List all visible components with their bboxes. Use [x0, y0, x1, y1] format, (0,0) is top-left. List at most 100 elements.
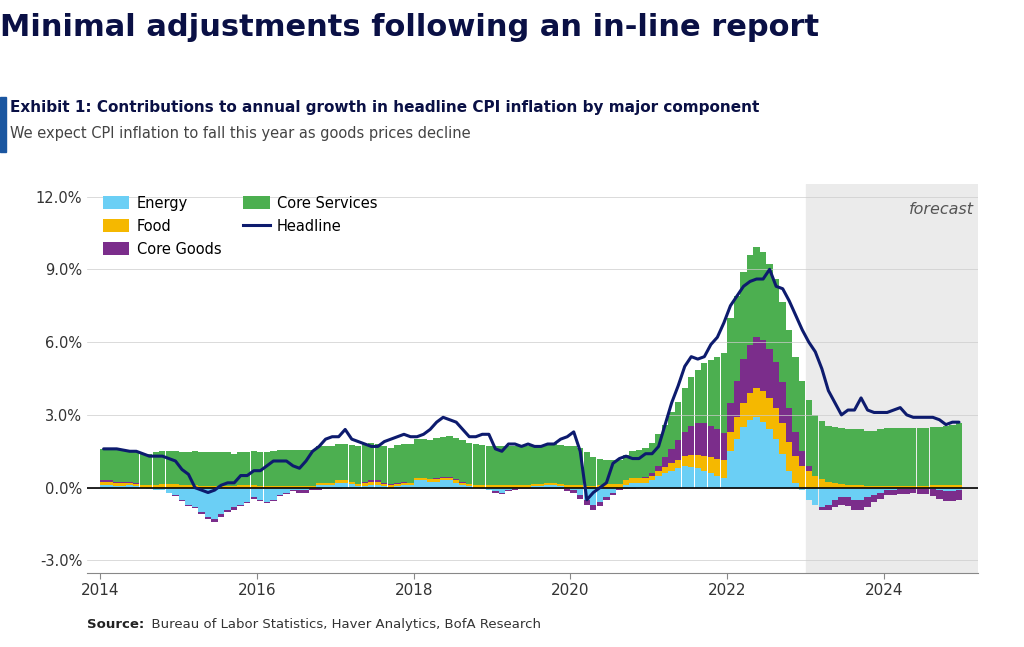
Bar	[414, 439, 420, 478]
Bar	[733, 381, 740, 417]
Bar	[388, 485, 394, 488]
Bar	[323, 485, 329, 488]
Bar	[284, 450, 290, 487]
Bar	[812, 488, 818, 505]
Bar	[211, 488, 218, 519]
Bar	[746, 393, 753, 420]
Bar	[179, 485, 185, 488]
Bar	[453, 438, 460, 479]
Bar	[493, 491, 499, 492]
Bar	[153, 485, 159, 488]
Bar	[427, 479, 433, 481]
Bar	[623, 485, 629, 488]
Bar	[590, 457, 596, 487]
Bar	[629, 478, 636, 483]
Bar	[701, 423, 708, 456]
Bar	[244, 502, 250, 503]
Bar	[884, 488, 890, 490]
Bar	[381, 446, 387, 483]
Bar	[721, 478, 727, 488]
Bar	[936, 485, 942, 488]
Bar	[199, 512, 205, 514]
Bar	[166, 484, 172, 488]
Bar	[276, 487, 283, 488]
Bar	[315, 485, 323, 488]
Bar	[551, 488, 557, 489]
Bar	[636, 483, 642, 488]
Bar	[323, 483, 329, 485]
Bar	[375, 444, 381, 480]
Bar	[375, 485, 381, 488]
Bar	[100, 480, 106, 481]
Bar	[238, 488, 244, 505]
Bar	[394, 445, 400, 483]
Bar	[276, 495, 283, 496]
Bar	[779, 423, 785, 454]
Bar	[623, 480, 629, 485]
Bar	[106, 481, 114, 485]
Bar	[329, 488, 335, 489]
Bar	[394, 487, 400, 488]
Bar	[897, 488, 903, 489]
Bar	[825, 505, 831, 510]
Bar	[218, 514, 224, 517]
Bar	[453, 480, 460, 483]
Bar	[329, 485, 335, 488]
Bar	[675, 402, 681, 441]
Bar	[825, 481, 831, 488]
Bar	[655, 476, 662, 488]
Bar	[433, 479, 439, 481]
Bar	[597, 459, 603, 485]
Bar	[493, 488, 499, 491]
Bar	[205, 487, 211, 488]
Bar	[584, 488, 590, 499]
Bar	[806, 488, 812, 499]
Bar	[146, 485, 153, 488]
Bar	[577, 495, 584, 499]
Bar	[191, 452, 199, 485]
Bar	[727, 402, 733, 432]
Bar	[545, 485, 551, 488]
Bar	[394, 483, 400, 484]
Bar	[629, 488, 636, 489]
Bar	[231, 454, 238, 487]
Bar	[878, 488, 884, 492]
Text: Source:: Source:	[87, 618, 144, 631]
Bar	[191, 485, 199, 488]
Bar	[570, 490, 577, 492]
Bar	[949, 485, 955, 488]
Bar	[910, 488, 916, 492]
Bar	[584, 499, 590, 505]
Bar	[199, 452, 205, 487]
Bar	[773, 439, 779, 488]
Bar	[897, 489, 903, 494]
Bar	[754, 388, 760, 417]
Bar	[694, 455, 700, 468]
Bar	[551, 444, 557, 483]
Bar	[649, 473, 655, 476]
Bar	[257, 487, 263, 488]
Bar	[616, 460, 623, 484]
Bar	[786, 330, 793, 408]
Bar	[636, 450, 642, 478]
Bar	[831, 488, 838, 499]
Bar	[251, 485, 257, 488]
Text: Bureau of Labor Statistics, Haver Analytics, BofA Research: Bureau of Labor Statistics, Haver Analyt…	[143, 618, 542, 631]
Bar	[858, 430, 864, 485]
Bar	[551, 485, 557, 488]
Bar	[284, 488, 290, 492]
Bar	[531, 487, 538, 488]
Bar	[839, 484, 845, 488]
Bar	[903, 487, 910, 488]
Bar	[531, 488, 538, 489]
Bar	[120, 483, 126, 487]
Bar	[642, 448, 649, 477]
Bar	[381, 483, 387, 484]
Bar	[806, 184, 978, 573]
Bar	[669, 471, 675, 488]
Bar	[505, 488, 512, 490]
Bar	[336, 444, 342, 480]
Bar	[694, 370, 700, 423]
Bar	[303, 487, 309, 488]
Bar	[361, 481, 368, 483]
